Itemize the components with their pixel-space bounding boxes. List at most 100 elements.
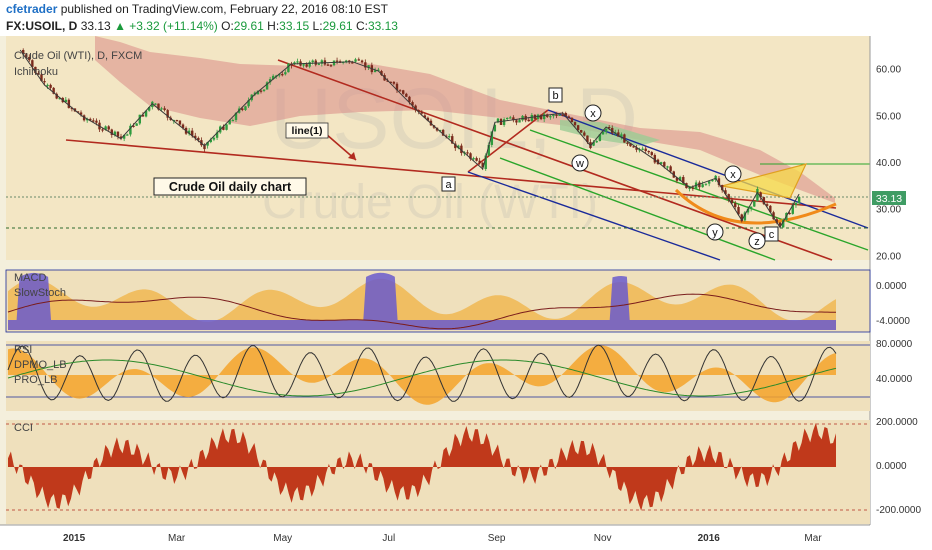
candle: [357, 59, 360, 61]
candle: [126, 134, 129, 136]
candle: [730, 199, 734, 204]
rsi-tick-0: 80.0000: [876, 339, 913, 350]
orange-arc: [674, 188, 837, 225]
candle: [408, 96, 411, 103]
chart-header: cfetrader published on TradingView.com, …: [0, 0, 932, 36]
candle: [460, 145, 463, 154]
candle: [515, 120, 518, 123]
candle: [601, 131, 605, 135]
candle: [632, 146, 635, 148]
wave-x2: x: [730, 169, 736, 181]
dpmo-label: DPMO_LB: [14, 359, 67, 371]
candle: [518, 120, 521, 123]
candle: [604, 129, 608, 132]
candle: [570, 117, 574, 123]
candle: [666, 166, 669, 168]
candle: [675, 177, 679, 181]
candle: [110, 129, 113, 135]
macd-tick-1: -4.0000: [876, 316, 910, 327]
candle: [749, 206, 753, 209]
candle: [25, 54, 28, 57]
channel-green-lower[interactable]: [499, 157, 776, 261]
candle: [512, 117, 515, 121]
candle: [769, 205, 772, 213]
candle: [203, 145, 206, 150]
candle: [753, 201, 756, 207]
candle: [40, 74, 43, 82]
candle: [759, 192, 762, 198]
candle: [740, 214, 743, 222]
channel-red[interactable]: [277, 59, 833, 261]
candle: [135, 123, 138, 126]
candle: [469, 153, 472, 159]
candle: [82, 115, 86, 121]
last-price: 33.13: [80, 19, 111, 33]
candle: [70, 107, 74, 110]
candle: [67, 99, 71, 108]
x-tick-5: Nov: [594, 533, 612, 544]
candle: [181, 124, 185, 128]
macd-peaks: [8, 272, 836, 330]
candle: [147, 107, 151, 111]
pro-line: [7, 359, 837, 397]
candle: [58, 97, 61, 100]
candle: [509, 117, 512, 119]
wave-a-box: [441, 176, 456, 192]
candle: [490, 131, 494, 145]
candle: [222, 126, 225, 130]
symbol-label[interactable]: FX:USOIL, D: [6, 19, 78, 33]
pro-label: PRO_LB: [14, 374, 57, 386]
candle: [650, 152, 653, 155]
candle: [46, 84, 49, 87]
candle: [401, 90, 405, 94]
candle: [178, 120, 182, 125]
chart-canvas[interactable]: USOIL, D Crude Oil (WTI) Crude Oil (WTI)…: [0, 36, 932, 550]
candle: [423, 115, 427, 118]
candle: [141, 114, 145, 117]
candle: [426, 117, 430, 121]
candle: [206, 142, 209, 146]
candle: [592, 141, 595, 146]
candle: [617, 132, 620, 137]
candle: [678, 177, 682, 181]
last-price-tag-text: 33.13: [876, 193, 902, 205]
candle: [580, 130, 583, 133]
candle: [451, 136, 454, 144]
candle: [493, 124, 497, 132]
candle: [116, 131, 120, 137]
candle: [704, 183, 708, 185]
macd-line: [7, 293, 837, 330]
channel-blue-upper[interactable]: [547, 109, 869, 229]
watermark-name: Crude Oil (WTI): [262, 176, 598, 229]
candle: [52, 87, 55, 94]
rsi-tick-1: 40.0000: [876, 374, 913, 385]
candle: [228, 120, 231, 125]
price-change: ▲ +3.32 (+11.14%): [114, 19, 218, 33]
candle: [308, 62, 311, 67]
candle: [163, 108, 166, 111]
candle: [558, 114, 561, 116]
candle: [166, 110, 169, 118]
candle: [573, 122, 577, 126]
candle: [244, 106, 247, 111]
candle: [311, 60, 314, 63]
candle: [542, 114, 546, 120]
dpmo-area: [8, 345, 836, 405]
wave-w: w: [575, 158, 584, 170]
candle: [629, 143, 632, 147]
candle: [595, 141, 598, 143]
candle: [555, 114, 558, 116]
wave-z: z: [754, 236, 760, 248]
author-link[interactable]: cfetrader: [6, 2, 58, 16]
candle: [113, 131, 117, 135]
channel-blue-lower[interactable]: [467, 171, 721, 261]
candle: [794, 203, 798, 205]
candle: [262, 89, 266, 91]
rsi-title: RSI: [14, 344, 32, 356]
candle: [481, 162, 484, 168]
time-axis-bg: [0, 525, 932, 550]
candle: [505, 117, 509, 120]
candle: [743, 212, 747, 221]
candle: [405, 93, 408, 97]
candle: [320, 60, 324, 64]
